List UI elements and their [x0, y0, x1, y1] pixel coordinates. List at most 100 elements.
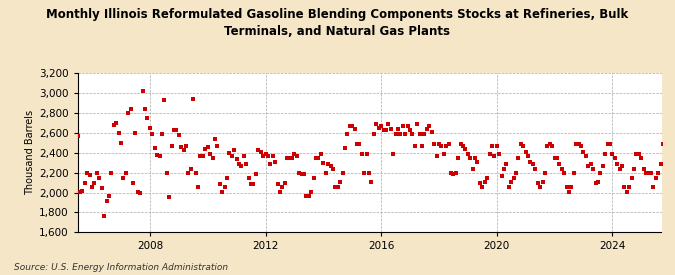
Point — [359, 170, 370, 175]
Point — [255, 149, 266, 154]
Point — [450, 170, 461, 175]
Point — [86, 184, 97, 189]
Point — [327, 166, 338, 171]
Point — [393, 126, 404, 131]
Point — [542, 144, 553, 148]
Point — [310, 155, 321, 160]
Point — [246, 181, 256, 186]
Point — [585, 161, 596, 166]
Point — [643, 170, 654, 175]
Point — [72, 133, 83, 138]
Point — [364, 170, 375, 175]
Point — [489, 153, 500, 158]
Point — [236, 163, 247, 168]
Point — [352, 141, 362, 146]
Point — [313, 155, 324, 160]
Point — [130, 131, 141, 135]
Point — [506, 179, 516, 184]
Point — [226, 153, 237, 158]
Point — [118, 175, 129, 180]
Point — [482, 175, 493, 180]
Point — [414, 131, 425, 136]
Point — [207, 155, 218, 160]
Point — [491, 144, 502, 148]
Point — [347, 123, 358, 128]
Point — [441, 144, 452, 148]
Point — [315, 152, 326, 156]
Point — [209, 136, 220, 141]
Point — [198, 153, 209, 158]
Point — [306, 189, 317, 194]
Point — [458, 144, 468, 148]
Point — [253, 147, 264, 152]
Point — [109, 122, 119, 127]
Point — [487, 144, 497, 148]
Point — [376, 123, 387, 128]
Point — [294, 170, 304, 175]
Point — [455, 141, 466, 146]
Point — [80, 180, 90, 185]
Point — [636, 155, 647, 160]
Point — [354, 141, 365, 146]
Point — [140, 106, 151, 111]
Point — [215, 181, 225, 186]
Point — [383, 122, 394, 126]
Point — [284, 155, 295, 160]
Point — [205, 152, 215, 156]
Point — [287, 155, 298, 160]
Point — [571, 141, 582, 146]
Point — [106, 170, 117, 175]
Point — [400, 131, 410, 136]
Point — [619, 184, 630, 189]
Point — [219, 184, 230, 189]
Point — [479, 179, 490, 184]
Point — [419, 131, 430, 136]
Point — [470, 155, 481, 160]
Point — [149, 145, 160, 150]
Point — [338, 170, 348, 175]
Point — [578, 149, 589, 154]
Point — [460, 146, 471, 151]
Point — [304, 194, 315, 199]
Point — [186, 166, 196, 171]
Point — [161, 170, 172, 175]
Point — [539, 170, 550, 175]
Point — [258, 153, 269, 158]
Point — [154, 153, 165, 158]
Point — [533, 180, 543, 185]
Point — [126, 106, 136, 111]
Point — [475, 180, 485, 185]
Point — [605, 141, 616, 146]
Point — [250, 171, 261, 176]
Point — [650, 175, 661, 180]
Point — [292, 153, 302, 158]
Point — [544, 141, 555, 146]
Point — [472, 160, 483, 164]
Point — [493, 152, 504, 156]
Point — [75, 189, 86, 194]
Point — [265, 161, 275, 166]
Point — [217, 189, 227, 194]
Point — [551, 155, 562, 160]
Point — [123, 111, 134, 115]
Point — [212, 144, 223, 148]
Point — [301, 194, 312, 199]
Point — [588, 166, 599, 171]
Point — [178, 147, 189, 152]
Point — [385, 126, 396, 131]
Point — [657, 141, 668, 146]
Point — [622, 189, 632, 194]
Point — [164, 195, 175, 200]
Point — [407, 131, 418, 136]
Point — [318, 160, 329, 165]
Point — [366, 179, 377, 184]
Point — [132, 189, 143, 194]
Point — [535, 184, 545, 189]
Point — [188, 97, 198, 101]
Point — [332, 184, 343, 189]
Point — [340, 145, 350, 150]
Point — [614, 166, 625, 171]
Point — [431, 153, 442, 158]
Point — [263, 153, 273, 158]
Point — [344, 123, 355, 128]
